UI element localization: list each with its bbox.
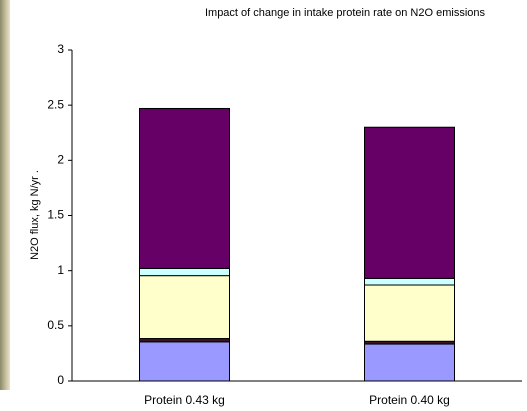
background-strip [0,0,10,390]
y-tick-label: 1.5 [47,208,64,222]
chart-title: Impact of change in intake protein rate … [205,7,486,19]
y-tick-label: 2 [57,153,64,167]
y-tick-label: 1 [57,263,64,277]
x-tick-label: Protein 0.43 kg [144,393,225,407]
y-axis-label: N2O flux, kg N/yr . [29,170,41,260]
y-tick-label: 2.5 [47,97,64,111]
y-tick-label: 0 [57,373,64,387]
bar-segment [139,275,230,340]
bar-segment [364,284,455,342]
bar-segment [139,107,230,269]
bar-segment [364,343,455,382]
y-tick-label: 0.5 [47,318,64,332]
bar-segment [139,341,230,382]
bar-segment [364,126,455,279]
bar-segment [139,267,230,277]
y-tick-label: 3 [57,42,64,56]
bar-segment [364,277,455,286]
x-tick-label: Protein 0.40 kg [369,393,450,407]
